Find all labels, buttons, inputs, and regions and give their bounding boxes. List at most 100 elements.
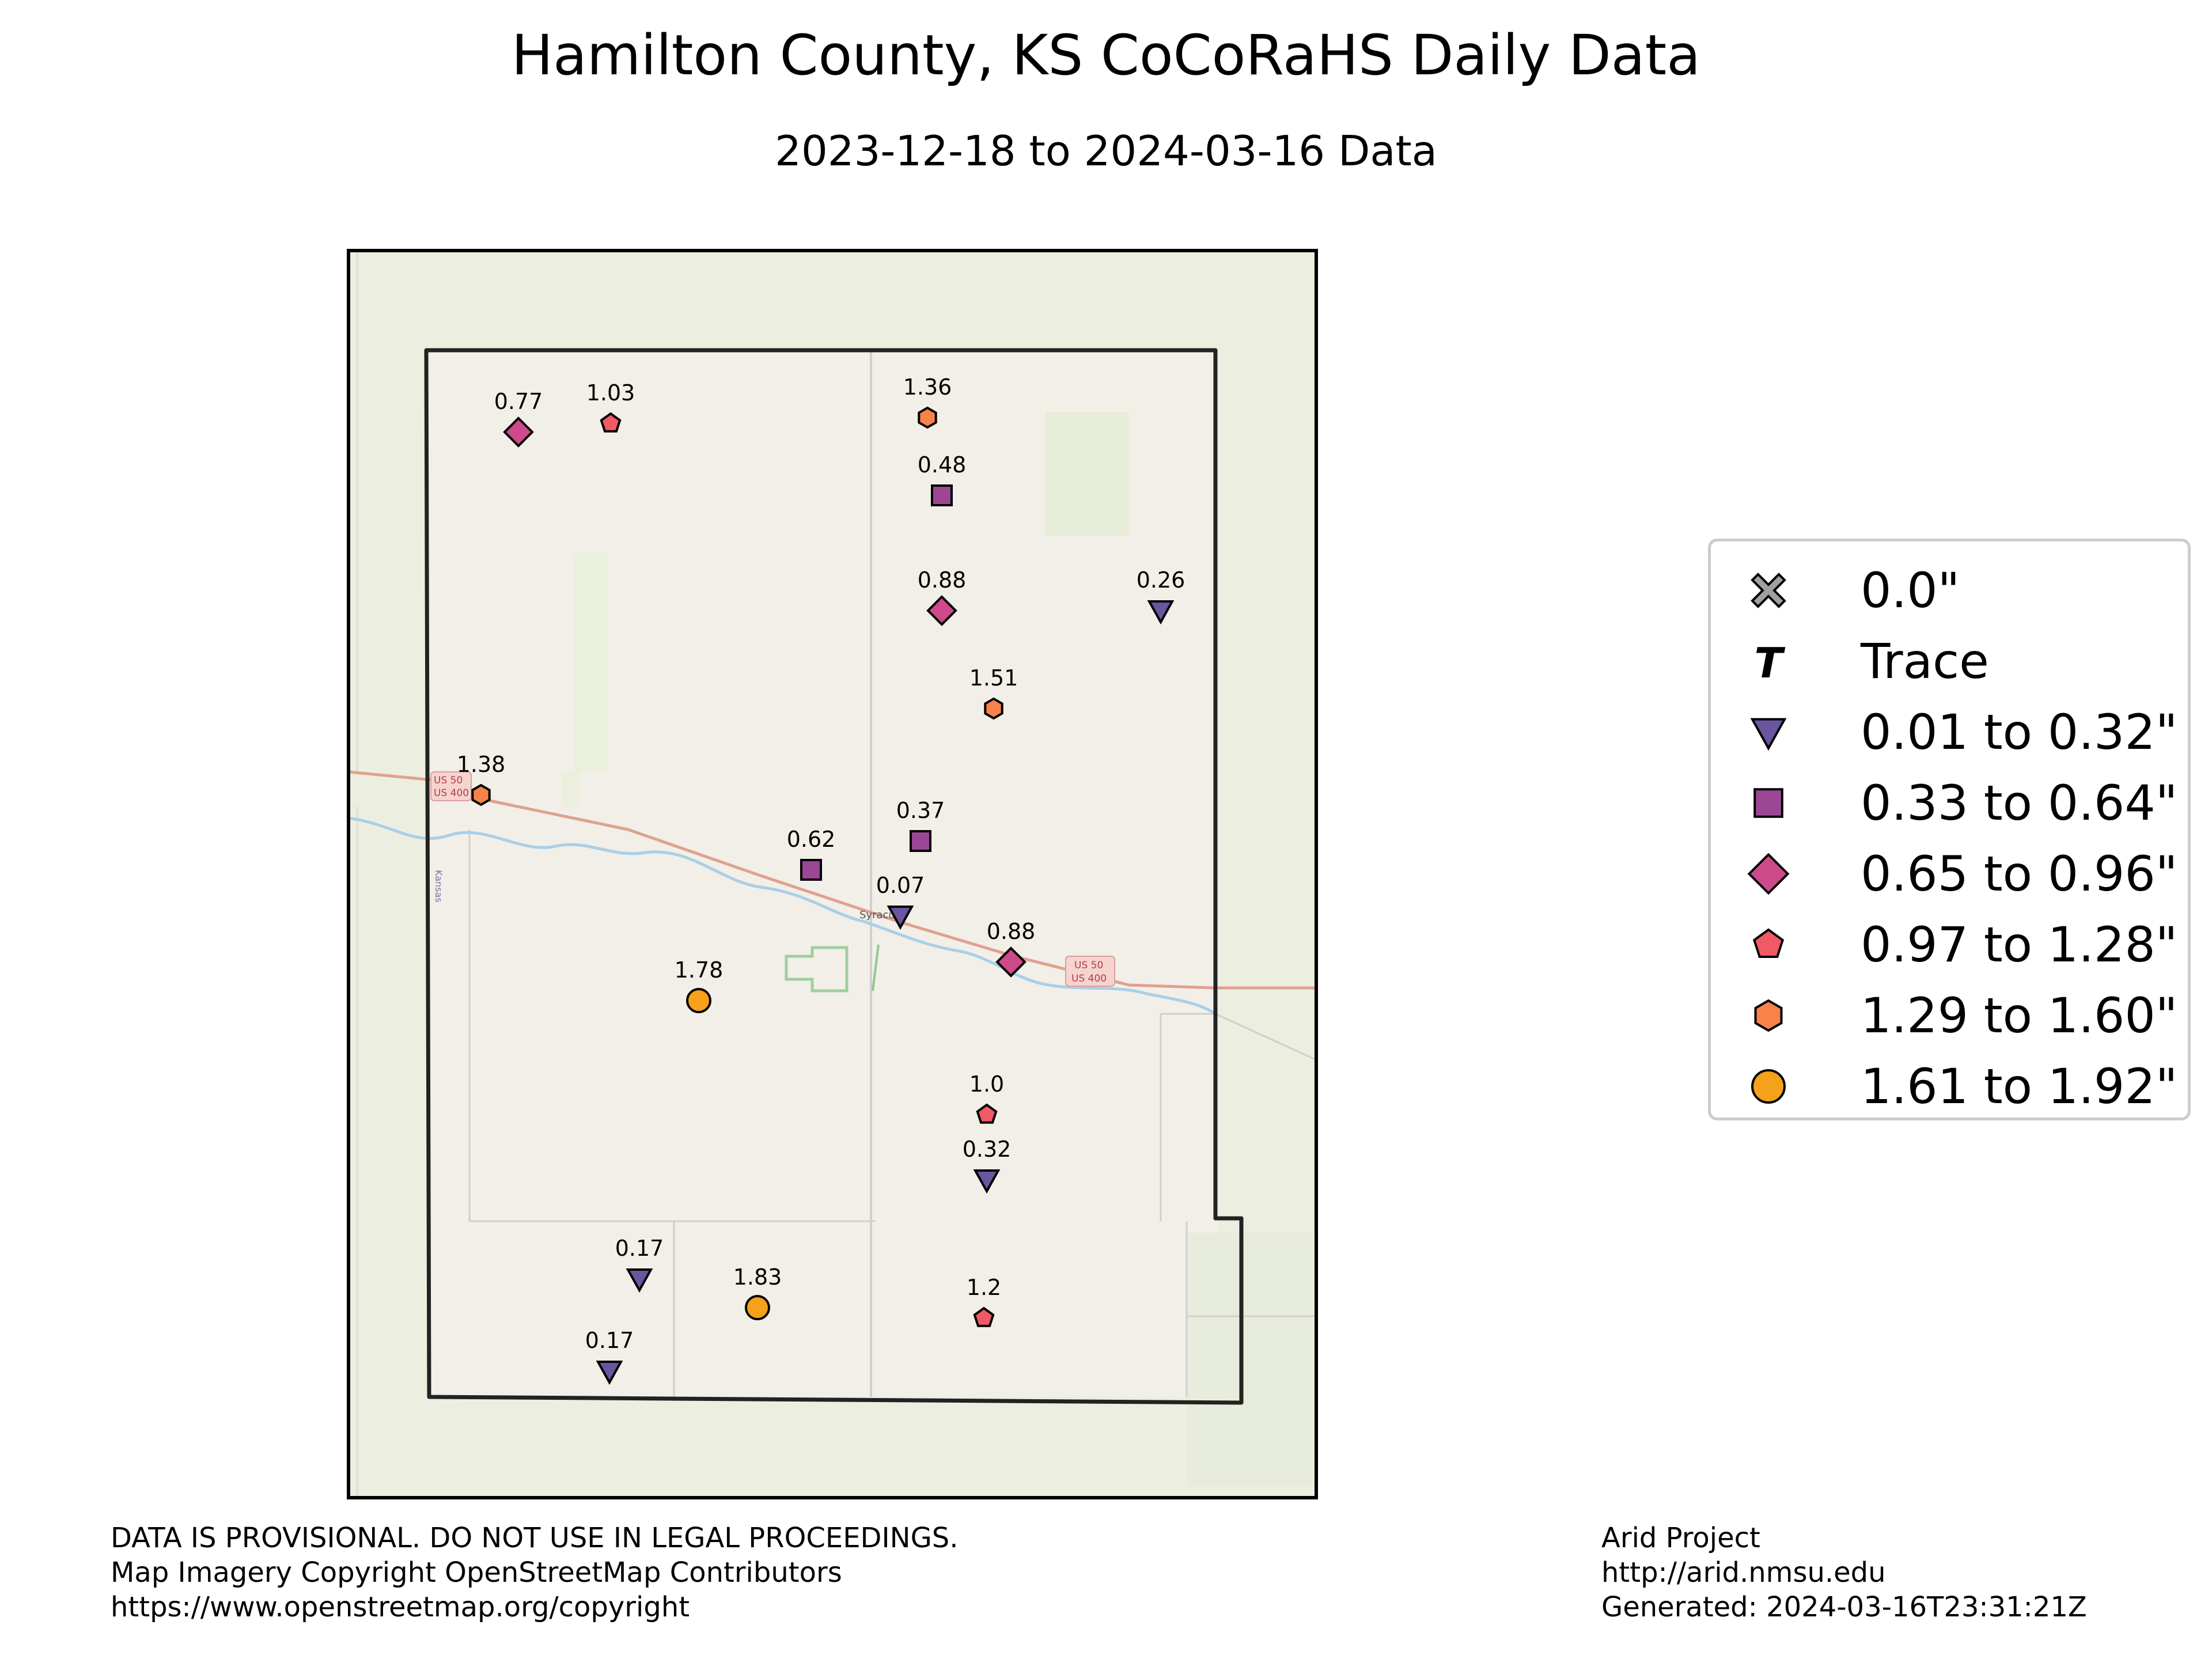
circle-marker (686, 988, 711, 1013)
county-boundary (424, 348, 1244, 1405)
station-value-label: 0.77 (494, 389, 543, 414)
station-value-label: 0.07 (876, 873, 925, 898)
map-frame (347, 249, 1318, 1499)
legend-item: 1.61 to 1.92" (1711, 1052, 2188, 1121)
station-value-label: 1.51 (969, 665, 1018, 691)
legend-label: 0.33 to 0.64" (1861, 775, 2178, 831)
station-marker: 0.88 (918, 567, 967, 626)
station-marker: 1.83 (733, 1264, 782, 1320)
station-value-label: 1.36 (903, 374, 952, 400)
circle-icon (1751, 1069, 1786, 1104)
triangle-down-icon (1750, 718, 1787, 751)
square-marker (910, 830, 931, 852)
legend-item: 0.65 to 0.96" (1711, 839, 2188, 908)
station-value-label: 0.26 (1137, 567, 1185, 593)
diamond-marker (503, 416, 534, 448)
triangle-down-marker (596, 1361, 623, 1385)
legend-label: 0.0" (1861, 562, 1960, 619)
legend-label: 1.29 to 1.60" (1861, 987, 2178, 1044)
legend-item: 0.01 to 0.32" (1711, 698, 2188, 767)
station-marker: 1.2 (967, 1275, 1001, 1327)
diamond-marker (926, 595, 957, 626)
station-value-label: 0.37 (896, 798, 945, 823)
hexagon-marker (471, 783, 491, 806)
station-value-label: 0.48 (918, 452, 967, 478)
chart-title: Hamilton County, KS CoCoRaHS Daily Data (511, 23, 1701, 88)
station-value-label: 1.03 (586, 380, 635, 406)
legend-item: 0.97 to 1.28" (1711, 910, 2188, 979)
legend-item: 1.29 to 1.60" (1711, 981, 2188, 1050)
footer-project-url: http://arid.nmsu.edu (1601, 1556, 1886, 1589)
state-label: Kansas (433, 870, 444, 903)
trace-glyph: T (1754, 639, 1785, 684)
footer-copyright-url: https://www.openstreetmap.org/copyright (111, 1591, 690, 1623)
station-marker: 0.17 (585, 1328, 634, 1385)
station-value-label: 1.2 (967, 1275, 1001, 1300)
shield-line-1: US 50 (434, 775, 463, 786)
station-value-label: 1.0 (969, 1071, 1004, 1097)
station-marker: 0.37 (896, 798, 945, 852)
chart-subtitle: 2023-12-18 to 2024-03-16 Data (775, 127, 1437, 175)
station-marker: 0.77 (494, 389, 543, 448)
station-marker: 1.38 (457, 752, 505, 806)
station-marker: 1.03 (586, 380, 635, 433)
shield-line-1: US 50 (1074, 960, 1103, 971)
highway-shield-east: US 50 US 400 (1065, 956, 1115, 987)
highway-shield-west: US 50 US 400 (430, 771, 472, 801)
station-value-label: 0.62 (787, 827, 836, 852)
legend: 0.0" T Trace 0.01 to 0.32" 0.33 to 0.64" 0.65… (1708, 539, 2191, 1120)
diamond-marker (995, 946, 1027, 978)
triangle-down-marker (973, 1169, 1001, 1194)
footer-copyright: Map Imagery Copyright OpenStreetMap Cont… (111, 1556, 842, 1589)
square-marker (800, 859, 822, 881)
basemap: US 50 US 400 US 50 US 400 Syracuse Kansa… (348, 251, 1317, 1498)
legend-item: T Trace (1711, 627, 2188, 696)
legend-label: 0.65 to 0.96" (1861, 846, 2178, 902)
footer-generated: Generated: 2024-03-16T23:31:21Z (1601, 1591, 2087, 1623)
station-marker: 0.62 (787, 827, 836, 881)
hexagon-marker (984, 697, 1003, 720)
station-value-label: 0.17 (585, 1328, 634, 1353)
circle-marker (745, 1295, 770, 1320)
pentagon-marker (973, 1306, 995, 1327)
station-marker: 0.07 (876, 873, 925, 930)
legend-item: 0.33 to 0.64" (1711, 768, 2188, 838)
footer-right: Arid Project http://arid.nmsu.edu Genera… (1601, 1521, 2087, 1624)
shield-line-2: US 400 (1071, 973, 1107, 984)
legend-label: 0.01 to 0.32" (1861, 704, 2178, 760)
station-marker: 0.32 (963, 1137, 1012, 1194)
station-marker: 1.51 (969, 665, 1018, 720)
hexagon-icon (1754, 999, 1783, 1032)
station-value-label: 0.32 (963, 1137, 1012, 1162)
legend-label: 1.61 to 1.92" (1861, 1058, 2178, 1115)
station-value-label: 1.83 (733, 1264, 782, 1290)
triangle-down-marker (626, 1268, 653, 1293)
pentagon-marker (600, 412, 622, 433)
pentagon-icon (1752, 928, 1785, 958)
stations-layer: 0.77 1.03 1.36 0.48 0.88 0.26 1.51 1.38 0.62 0.37… (457, 374, 1185, 1385)
footer-left: DATA IS PROVISIONAL. DO NOT USE IN LEGAL… (111, 1521, 959, 1624)
station-marker: 0.26 (1137, 567, 1185, 625)
legend-item: 0.0" (1711, 556, 2188, 625)
trace-t-icon: T (1754, 639, 1785, 684)
triangle-down-marker (1147, 600, 1175, 625)
square-icon (1753, 788, 1783, 818)
station-marker: 0.17 (615, 1236, 664, 1293)
station-value-label: 0.88 (918, 567, 967, 593)
hexagon-marker (918, 406, 937, 429)
station-marker: 0.88 (987, 919, 1036, 978)
pentagon-marker (976, 1103, 998, 1124)
legend-label: 0.97 to 1.28" (1861, 916, 2178, 973)
footer-project: Arid Project (1601, 1522, 1760, 1554)
station-marker: 1.36 (903, 374, 952, 429)
station-marker: 1.78 (675, 957, 724, 1013)
triangle-down-marker (887, 906, 914, 930)
station-marker: 0.48 (918, 452, 967, 506)
footer-disclaimer: DATA IS PROVISIONAL. DO NOT USE IN LEGAL… (111, 1522, 959, 1554)
station-marker: 1.0 (969, 1071, 1004, 1124)
station-value-label: 0.88 (987, 919, 1036, 944)
legend-label: Trace (1861, 633, 1989, 690)
station-value-label: 0.17 (615, 1236, 664, 1261)
station-value-label: 1.78 (675, 957, 724, 983)
